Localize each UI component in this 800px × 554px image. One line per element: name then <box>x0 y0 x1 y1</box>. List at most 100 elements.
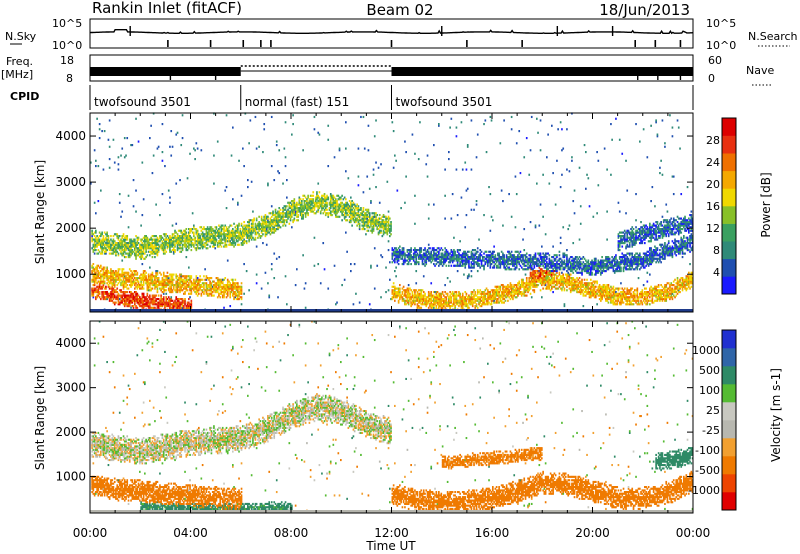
heatmap-cell <box>221 233 224 236</box>
heatmap-cell <box>95 287 97 290</box>
heatmap-cell <box>345 210 347 213</box>
heatmap-cell <box>284 214 287 217</box>
heatmap-cell <box>174 301 176 304</box>
heatmap-cell <box>405 299 407 302</box>
heatmap-cell <box>391 285 394 288</box>
heatmap-cell <box>93 277 96 280</box>
heatmap-cell <box>214 243 217 246</box>
heatmap-cell <box>451 254 454 257</box>
heatmap-cell <box>135 250 137 253</box>
heatmap-cell <box>373 219 376 222</box>
heatmap-cell <box>411 294 414 297</box>
heatmap-cell <box>125 280 127 283</box>
heatmap-cell <box>229 285 232 288</box>
heatmap-cell <box>193 284 195 287</box>
heatmap-cell <box>120 242 122 245</box>
heatmap-cell <box>422 252 425 255</box>
heatmap-cell <box>489 254 492 257</box>
heatmap-cell <box>204 289 206 292</box>
heatmap-cell <box>149 303 151 306</box>
heatmap-cell <box>181 114 184 117</box>
heatmap-cell <box>139 301 141 304</box>
heatmap-cell <box>494 292 497 295</box>
heatmap-cell <box>473 266 475 269</box>
heatmap-cell <box>186 306 189 309</box>
heatmap-cell <box>427 296 430 299</box>
heatmap-cell <box>142 247 145 250</box>
heatmap-cell <box>105 236 107 239</box>
heatmap-cell <box>131 242 134 245</box>
heatmap-cell <box>134 291 136 294</box>
heatmap-cell <box>385 215 387 218</box>
heatmap-cell <box>474 254 477 257</box>
heatmap-cell <box>463 296 465 299</box>
heatmap-cell <box>145 235 147 238</box>
heatmap-cell <box>308 201 311 204</box>
heatmap-cell <box>188 236 190 239</box>
heatmap-cell <box>139 284 141 287</box>
heatmap-cell <box>448 252 450 255</box>
heatmap-cell <box>468 266 470 269</box>
heatmap-cell <box>101 273 103 276</box>
heatmap-cell <box>479 256 482 259</box>
heatmap-cell <box>473 264 475 267</box>
heatmap-cell <box>495 287 498 290</box>
heatmap-cell <box>384 221 386 224</box>
heatmap-cell <box>198 236 200 239</box>
heatmap-cell <box>213 154 215 157</box>
heatmap-cell <box>365 221 367 224</box>
heatmap-cell <box>488 186 490 189</box>
heatmap-cell <box>263 229 266 232</box>
heatmap-cell <box>221 278 224 281</box>
heatmap-cell <box>117 275 120 278</box>
heatmap-cell <box>336 194 338 197</box>
heatmap-cell <box>368 221 371 224</box>
heatmap-cell <box>480 305 483 308</box>
heatmap-cell <box>214 240 217 243</box>
heatmap-cell <box>273 219 276 222</box>
heatmap-cell <box>93 282 96 285</box>
heatmap-cell <box>490 298 493 301</box>
heatmap-cell <box>278 212 281 215</box>
heatmap-cell <box>100 285 102 288</box>
heatmap-cell <box>115 242 117 245</box>
heatmap-cell <box>98 123 101 126</box>
heatmap-cell <box>464 254 467 257</box>
heatmap-cell <box>223 306 225 309</box>
heatmap-cell <box>155 245 157 248</box>
heatmap-cell <box>206 243 209 246</box>
heatmap-cell <box>106 243 108 246</box>
heatmap-cell <box>100 242 102 245</box>
heatmap-cell <box>471 301 474 304</box>
heatmap-cell <box>208 228 210 231</box>
heatmap-cell <box>332 200 335 203</box>
heatmap-cell <box>327 138 330 141</box>
heatmap-cell <box>234 243 237 246</box>
heatmap-cell <box>229 231 232 234</box>
heatmap-cell <box>389 217 391 220</box>
heatmap-cell <box>425 296 428 299</box>
heatmap-cell <box>219 231 222 234</box>
heatmap-cell <box>117 243 120 246</box>
heatmap-cell <box>93 247 96 250</box>
heatmap-cell <box>110 270 112 273</box>
heatmap-cell <box>112 292 115 295</box>
heatmap-cell <box>385 226 387 229</box>
heatmap-cell <box>157 284 160 287</box>
heatmap-cell <box>243 221 245 224</box>
heatmap-cell <box>500 189 503 192</box>
heatmap-cell <box>449 296 451 299</box>
heatmap-cell <box>113 250 116 253</box>
heatmap-cell <box>396 294 399 297</box>
heatmap-cell <box>136 278 139 281</box>
heatmap-cell <box>239 287 242 290</box>
heatmap-cell <box>293 219 296 222</box>
heatmap-cell <box>100 247 102 250</box>
heatmap-cell <box>100 252 102 255</box>
heatmap-cell <box>248 221 250 224</box>
heatmap-cell <box>404 303 406 306</box>
heatmap-cell <box>269 222 272 225</box>
heatmap-cell <box>108 271 111 274</box>
heatmap-cell <box>113 245 116 248</box>
